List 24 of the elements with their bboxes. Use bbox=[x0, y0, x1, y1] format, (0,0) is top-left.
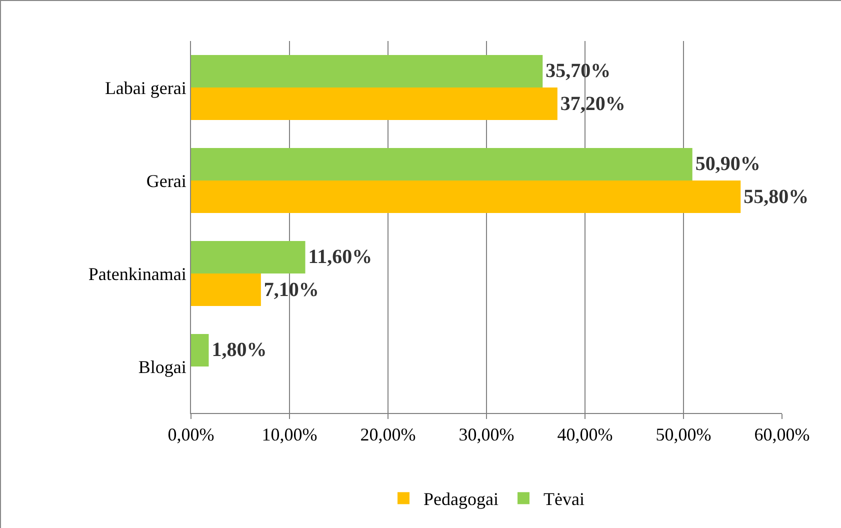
bar bbox=[191, 148, 692, 180]
x-tick-label: 30,00% bbox=[458, 424, 514, 445]
data-label: 1,80% bbox=[212, 339, 267, 362]
bar bbox=[191, 334, 209, 366]
bar bbox=[191, 274, 261, 306]
x-tick-label: 40,00% bbox=[557, 424, 613, 445]
bar bbox=[191, 54, 543, 88]
x-tick-label: 0,00% bbox=[168, 424, 214, 445]
x-tick-label: 20,00% bbox=[360, 424, 416, 445]
data-label: 50,90% bbox=[695, 153, 760, 176]
legend-label: Tėvai bbox=[543, 489, 584, 510]
y-tick-label: Gerai bbox=[146, 170, 186, 191]
legend-label: Pedagogai bbox=[424, 489, 498, 510]
data-label: 55,80% bbox=[744, 186, 809, 208]
y-tick-label: Patenkinamai bbox=[88, 264, 186, 284]
y-tick-label: Blogai bbox=[138, 356, 186, 377]
bar bbox=[191, 240, 306, 274]
bar bbox=[191, 88, 558, 120]
data-label: 11,60% bbox=[308, 246, 372, 268]
x-tick-label: 10,00% bbox=[262, 424, 318, 445]
x-tick-label: 60,00% bbox=[754, 424, 810, 445]
x-tick-label: 50,00% bbox=[656, 424, 712, 445]
bar bbox=[191, 180, 741, 214]
y-tick-label: Labai gerai bbox=[104, 78, 186, 98]
